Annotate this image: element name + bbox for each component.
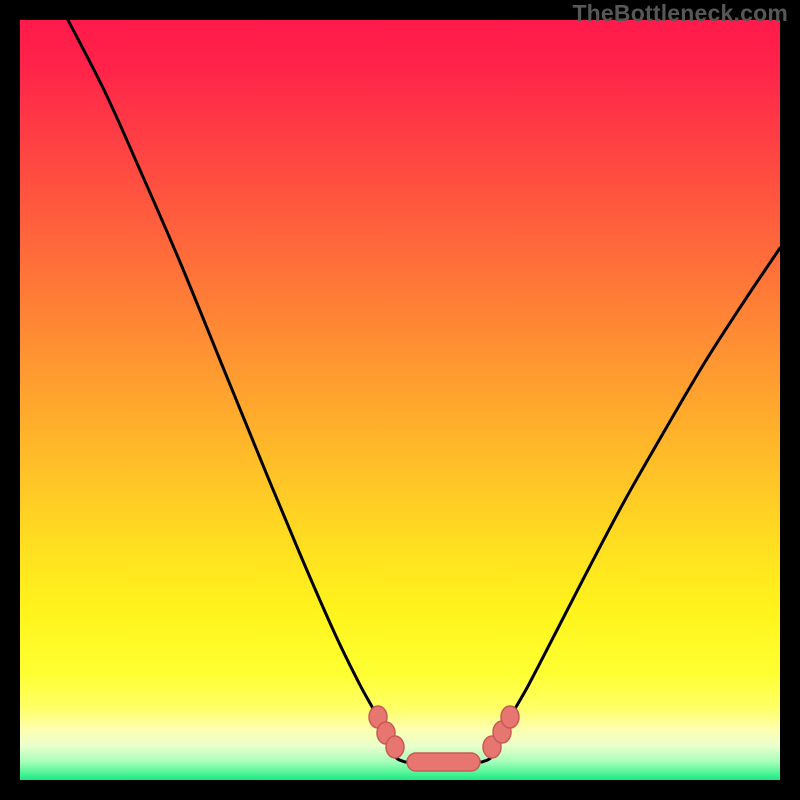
curve-bottom-bar — [407, 753, 480, 771]
plot-background — [20, 20, 780, 780]
chart-frame: TheBottleneck.com — [0, 0, 800, 800]
watermark-text: TheBottleneck.com — [572, 0, 788, 27]
chart-svg — [0, 0, 800, 800]
curve-marker — [501, 706, 519, 728]
curve-marker — [386, 736, 404, 758]
